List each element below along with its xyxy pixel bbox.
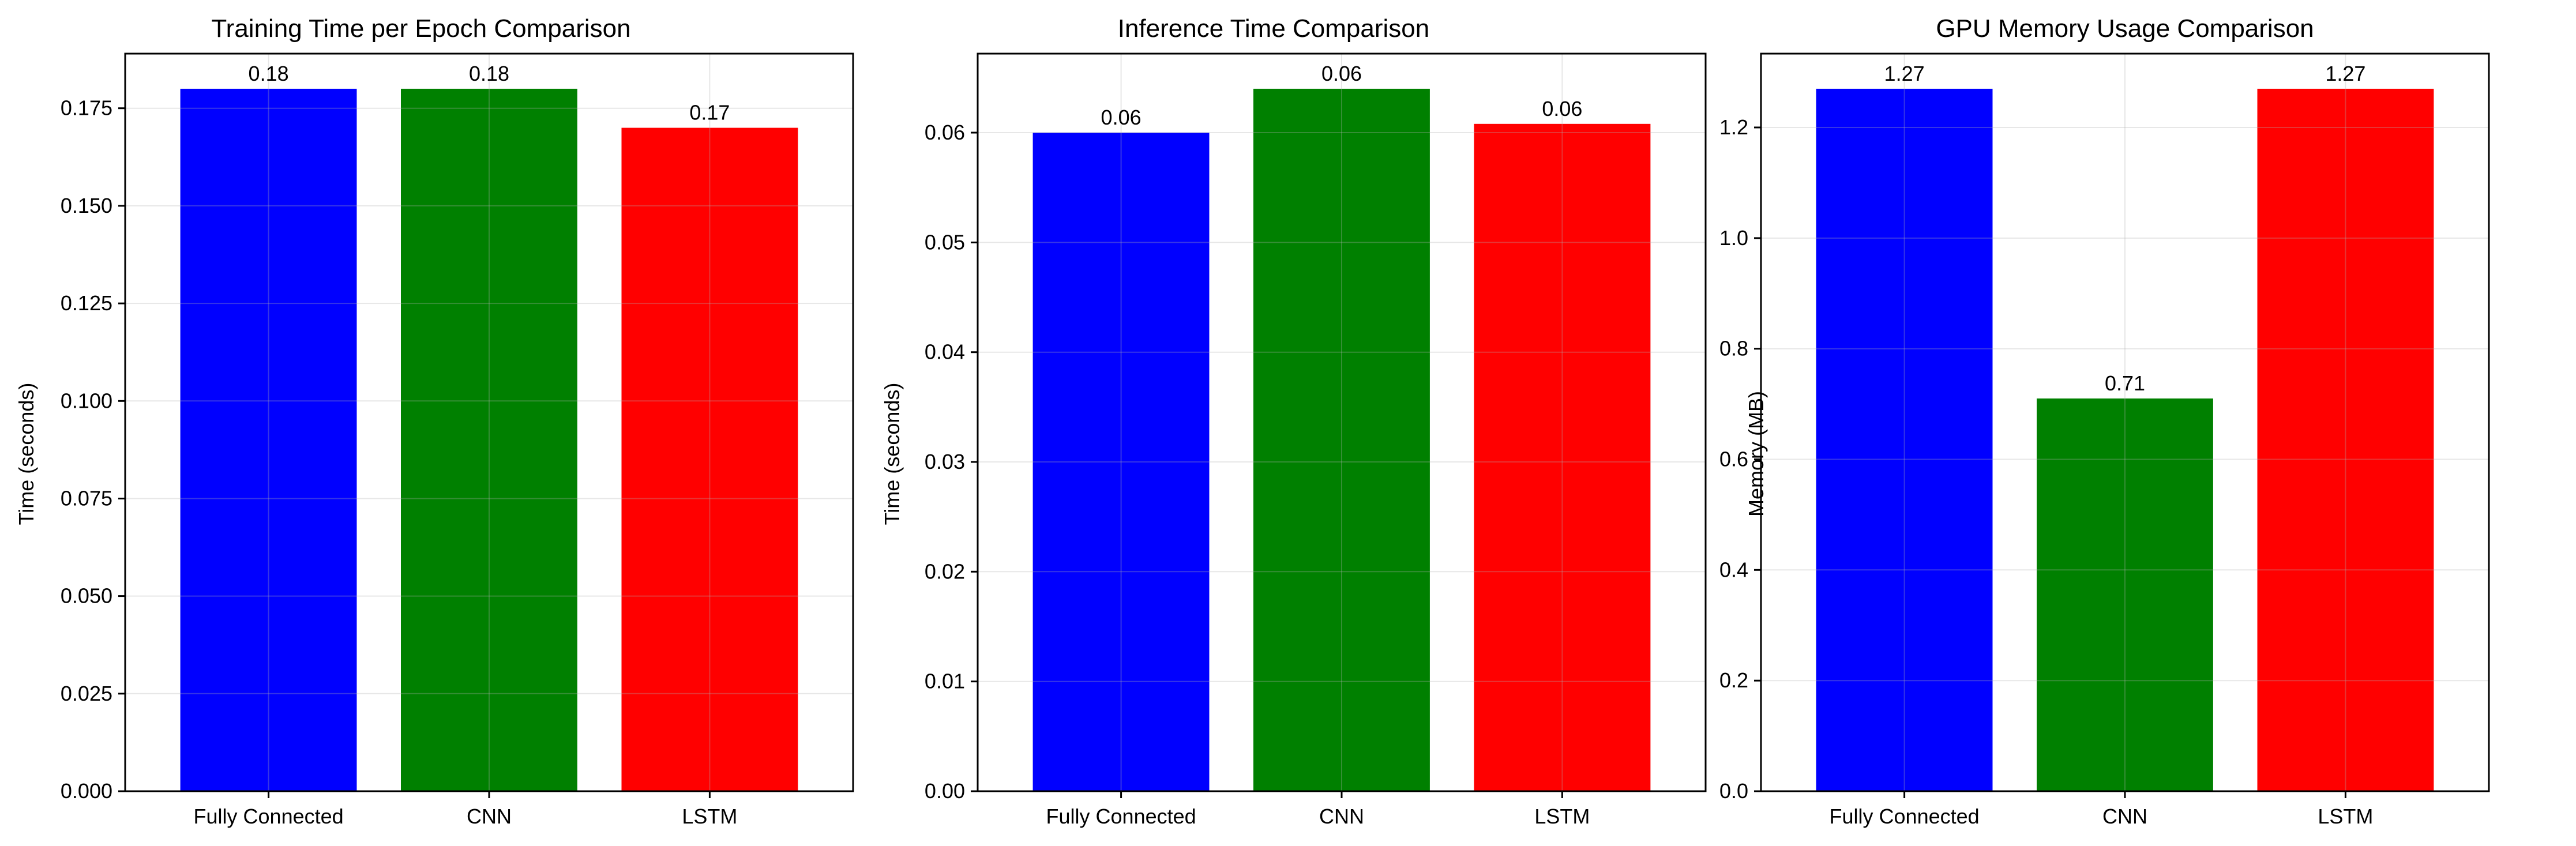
y-ticks: 0.000 0.025 0.050 0.075 0.100 0.125 0.150 0.175 [61,96,125,803]
y-tick-label: 0.2 [1719,668,1748,692]
y-tick-label: 1.0 [1719,226,1748,250]
bars-layer [1032,88,1651,791]
x-tick-label: LSTM [682,804,737,828]
data-labels: 0.06 0.06 0.06 [1101,62,1583,129]
y-tick-label: 0.4 [1719,558,1748,581]
grid-layer [125,54,853,792]
x-tick-label: CNN [1319,804,1364,828]
y-tick-label: 0.000 [61,779,112,803]
y-tick-label: 0.01 [925,670,965,693]
bar [2257,88,2434,791]
y-tick-label: 0.04 [925,340,965,364]
y-tick-label: 0.6 [1719,448,1748,471]
x-tick-label: Fully Connected [1830,804,1980,828]
y-tick-label: 0.175 [61,96,112,120]
bar [180,88,357,791]
y-ticks: 0.0 0.2 0.4 0.6 0.8 1.0 1.2 [1719,115,1761,803]
axes-frame [124,52,854,792]
data-label: 0.06 [1542,97,1582,121]
y-ticks: 0.00 0.01 0.02 0.03 0.04 0.05 0.06 [925,121,978,803]
x-ticks: Fully Connected CNN LSTM [1046,791,1590,828]
bar [1253,88,1430,791]
bar [1474,123,1651,791]
bars-layer [180,88,798,792]
x-ticks: Fully Connected CNN LSTM [194,791,737,828]
bar [2037,398,2213,791]
x-tick-label: LSTM [2318,804,2373,828]
panel-gpu-memory: GPU Memory Usage Comparison Memory (MB) … [1719,14,2490,828]
y-tick-label: 0.06 [925,121,965,144]
bar [621,127,798,792]
data-label: 0.71 [2105,371,2145,395]
chart-title: GPU Memory Usage Comparison [1936,14,2314,43]
panel-inference-time: Inference Time Comparison Time (seconds)… [880,14,1707,828]
chart-title: Inference Time Comparison [1118,14,1429,43]
y-tick-label: 0.8 [1719,337,1748,360]
bar [1816,88,1993,791]
axes-frame [977,52,1707,792]
data-label: 1.27 [1884,62,1925,85]
y-tick-label: 0.050 [61,584,112,608]
y-axis-label: Time (seconds) [14,383,38,525]
y-tick-label: 0.05 [925,230,965,254]
bar [1032,133,1210,791]
chart-title: Training Time per Epoch Comparison [211,14,630,43]
data-label: 0.18 [469,62,509,85]
x-tick-label: Fully Connected [194,804,344,828]
y-tick-label: 0.075 [61,487,112,510]
bar [401,88,577,791]
x-tick-label: CNN [2102,804,2147,828]
data-labels: 1.27 0.71 1.27 [1884,62,2366,395]
data-label: 0.18 [249,62,289,85]
y-axis-label: Time (seconds) [880,383,904,525]
y-tick-label: 0.00 [925,779,965,803]
y-tick-label: 0.150 [61,194,112,217]
x-ticks: Fully Connected CNN LSTM [1830,791,2373,828]
y-tick-label: 0.125 [61,291,112,315]
y-axis-label: Memory (MB) [1744,391,1768,517]
x-tick-label: CNN [467,804,512,828]
data-label: 0.06 [1321,62,1362,85]
y-tick-label: 1.2 [1719,115,1748,139]
data-label: 1.27 [2325,62,2365,85]
y-tick-label: 0.02 [925,559,965,583]
bars-layer [1816,88,2434,791]
y-tick-label: 0.0 [1719,779,1748,803]
y-tick-label: 0.100 [61,389,112,412]
x-tick-label: LSTM [1534,804,1590,828]
axes-frame [1760,52,2490,792]
panel-training-time: Training Time per Epoch Comparison Time … [14,14,854,828]
x-tick-label: Fully Connected [1046,804,1196,828]
data-label: 0.06 [1101,106,1141,129]
y-tick-label: 0.025 [61,682,112,705]
data-label: 0.17 [689,101,730,125]
y-tick-label: 0.03 [925,450,965,473]
data-labels: 0.18 0.18 0.17 [249,62,730,125]
